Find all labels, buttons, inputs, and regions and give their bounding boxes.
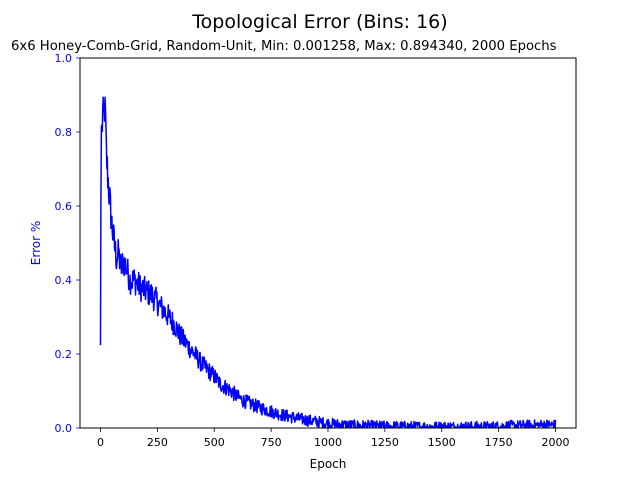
x-tick-label: 500: [204, 436, 225, 449]
x-tick-label: 2000: [542, 436, 570, 449]
chart-subtitle: 6x6 Honey-Comb-Grid, Random-Unit, Min: 0…: [11, 39, 557, 54]
y-tick-label: 1.0: [55, 52, 73, 65]
y-tick-label: 0.2: [55, 348, 73, 361]
x-tick-label: 0: [97, 436, 104, 449]
chart-title: Topological Error (Bins: 16): [191, 11, 447, 33]
y-tick-label: 0.4: [55, 274, 73, 287]
x-tick-label: 1250: [371, 436, 399, 449]
x-tick-label: 250: [147, 436, 168, 449]
y-tick-label: 0.0: [55, 422, 73, 435]
axes-frame: [79, 57, 577, 429]
y-axis-label: Error %: [29, 221, 43, 265]
y-tick-label: 0.8: [55, 126, 73, 139]
x-tick-label: 1750: [485, 436, 513, 449]
x-tick-label: 1500: [428, 436, 456, 449]
x-tick-label: 750: [261, 436, 282, 449]
x-tick-label: 1000: [314, 436, 342, 449]
y-tick-label: 0.6: [55, 200, 73, 213]
x-axis-label: Epoch: [310, 457, 347, 471]
